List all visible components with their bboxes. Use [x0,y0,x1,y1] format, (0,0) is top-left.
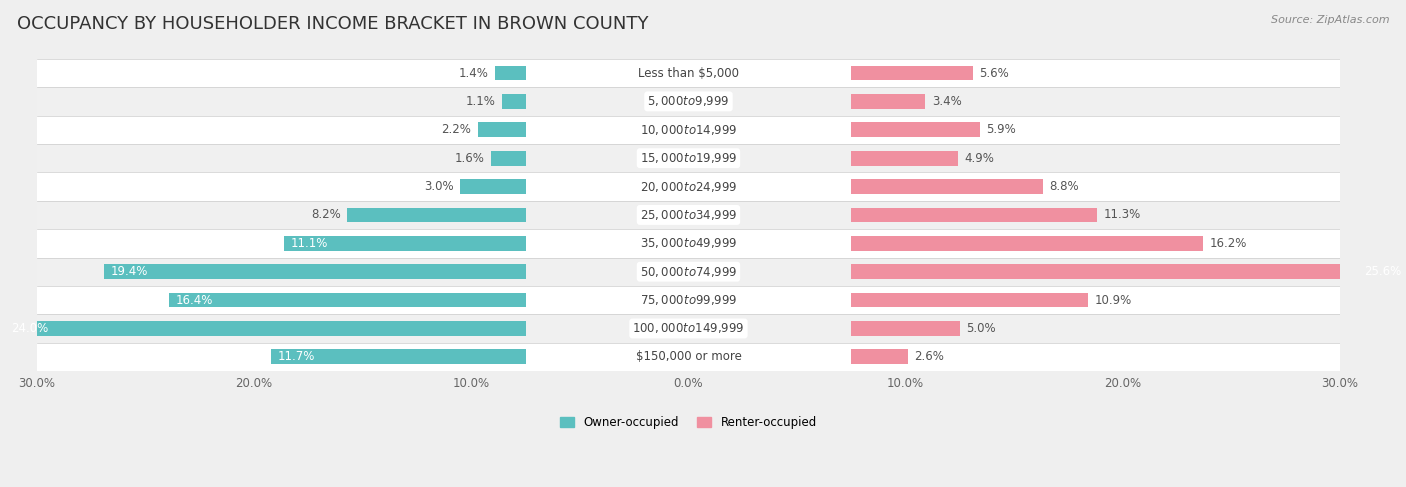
Text: $20,000 to $24,999: $20,000 to $24,999 [640,180,737,193]
Bar [169,293,526,307]
Bar [852,264,1406,279]
Bar [37,201,1340,229]
Text: 5.6%: 5.6% [980,67,1010,79]
Text: Less than $5,000: Less than $5,000 [638,67,740,79]
Bar [852,321,960,336]
Text: $25,000 to $34,999: $25,000 to $34,999 [640,208,737,222]
Text: $100,000 to $149,999: $100,000 to $149,999 [633,321,745,336]
Text: 24.0%: 24.0% [11,322,48,335]
Bar [37,144,1340,172]
Text: 16.2%: 16.2% [1209,237,1247,250]
Text: OCCUPANCY BY HOUSEHOLDER INCOME BRACKET IN BROWN COUNTY: OCCUPANCY BY HOUSEHOLDER INCOME BRACKET … [17,15,648,33]
Text: 4.9%: 4.9% [965,151,994,165]
Text: $50,000 to $74,999: $50,000 to $74,999 [640,265,737,279]
Text: $10,000 to $14,999: $10,000 to $14,999 [640,123,737,137]
Text: $75,000 to $99,999: $75,000 to $99,999 [640,293,737,307]
Bar [37,59,1340,87]
Text: 1.6%: 1.6% [454,151,484,165]
Bar [37,172,1340,201]
Bar [478,122,526,137]
Bar [852,151,957,166]
Bar [37,343,1340,371]
Text: 11.3%: 11.3% [1104,208,1140,222]
Text: $35,000 to $49,999: $35,000 to $49,999 [640,236,737,250]
Bar [284,236,526,251]
Bar [852,236,1204,251]
Text: 25.6%: 25.6% [1364,265,1400,278]
Text: 11.1%: 11.1% [291,237,329,250]
Text: 8.2%: 8.2% [311,208,340,222]
Bar [37,115,1340,144]
Bar [502,94,526,109]
Text: 1.4%: 1.4% [458,67,489,79]
Bar [460,179,526,194]
Text: 3.4%: 3.4% [932,95,962,108]
Text: 2.6%: 2.6% [914,350,945,363]
Text: 19.4%: 19.4% [111,265,148,278]
Bar [852,179,1043,194]
Bar [271,350,526,364]
Bar [852,207,1097,223]
Text: $15,000 to $19,999: $15,000 to $19,999 [640,151,737,165]
Bar [37,286,1340,314]
Text: 3.0%: 3.0% [425,180,454,193]
Text: 5.9%: 5.9% [986,123,1015,136]
Bar [852,122,980,137]
Text: 2.2%: 2.2% [441,123,471,136]
Bar [37,87,1340,115]
Text: 10.9%: 10.9% [1095,294,1132,307]
Bar [347,207,526,223]
Bar [852,66,973,80]
Bar [4,321,526,336]
Bar [852,350,908,364]
Bar [852,94,925,109]
Bar [37,258,1340,286]
Bar [491,151,526,166]
Bar [37,229,1340,258]
Text: $150,000 or more: $150,000 or more [636,350,741,363]
Text: 5.0%: 5.0% [966,322,995,335]
Text: 1.1%: 1.1% [465,95,495,108]
Text: 8.8%: 8.8% [1049,180,1078,193]
Bar [37,314,1340,343]
Text: Source: ZipAtlas.com: Source: ZipAtlas.com [1271,15,1389,25]
Text: $5,000 to $9,999: $5,000 to $9,999 [647,94,730,109]
Legend: Owner-occupied, Renter-occupied: Owner-occupied, Renter-occupied [555,412,821,434]
Text: 16.4%: 16.4% [176,294,214,307]
Bar [495,66,526,80]
Text: 11.7%: 11.7% [278,350,315,363]
Bar [104,264,526,279]
Bar [852,293,1088,307]
